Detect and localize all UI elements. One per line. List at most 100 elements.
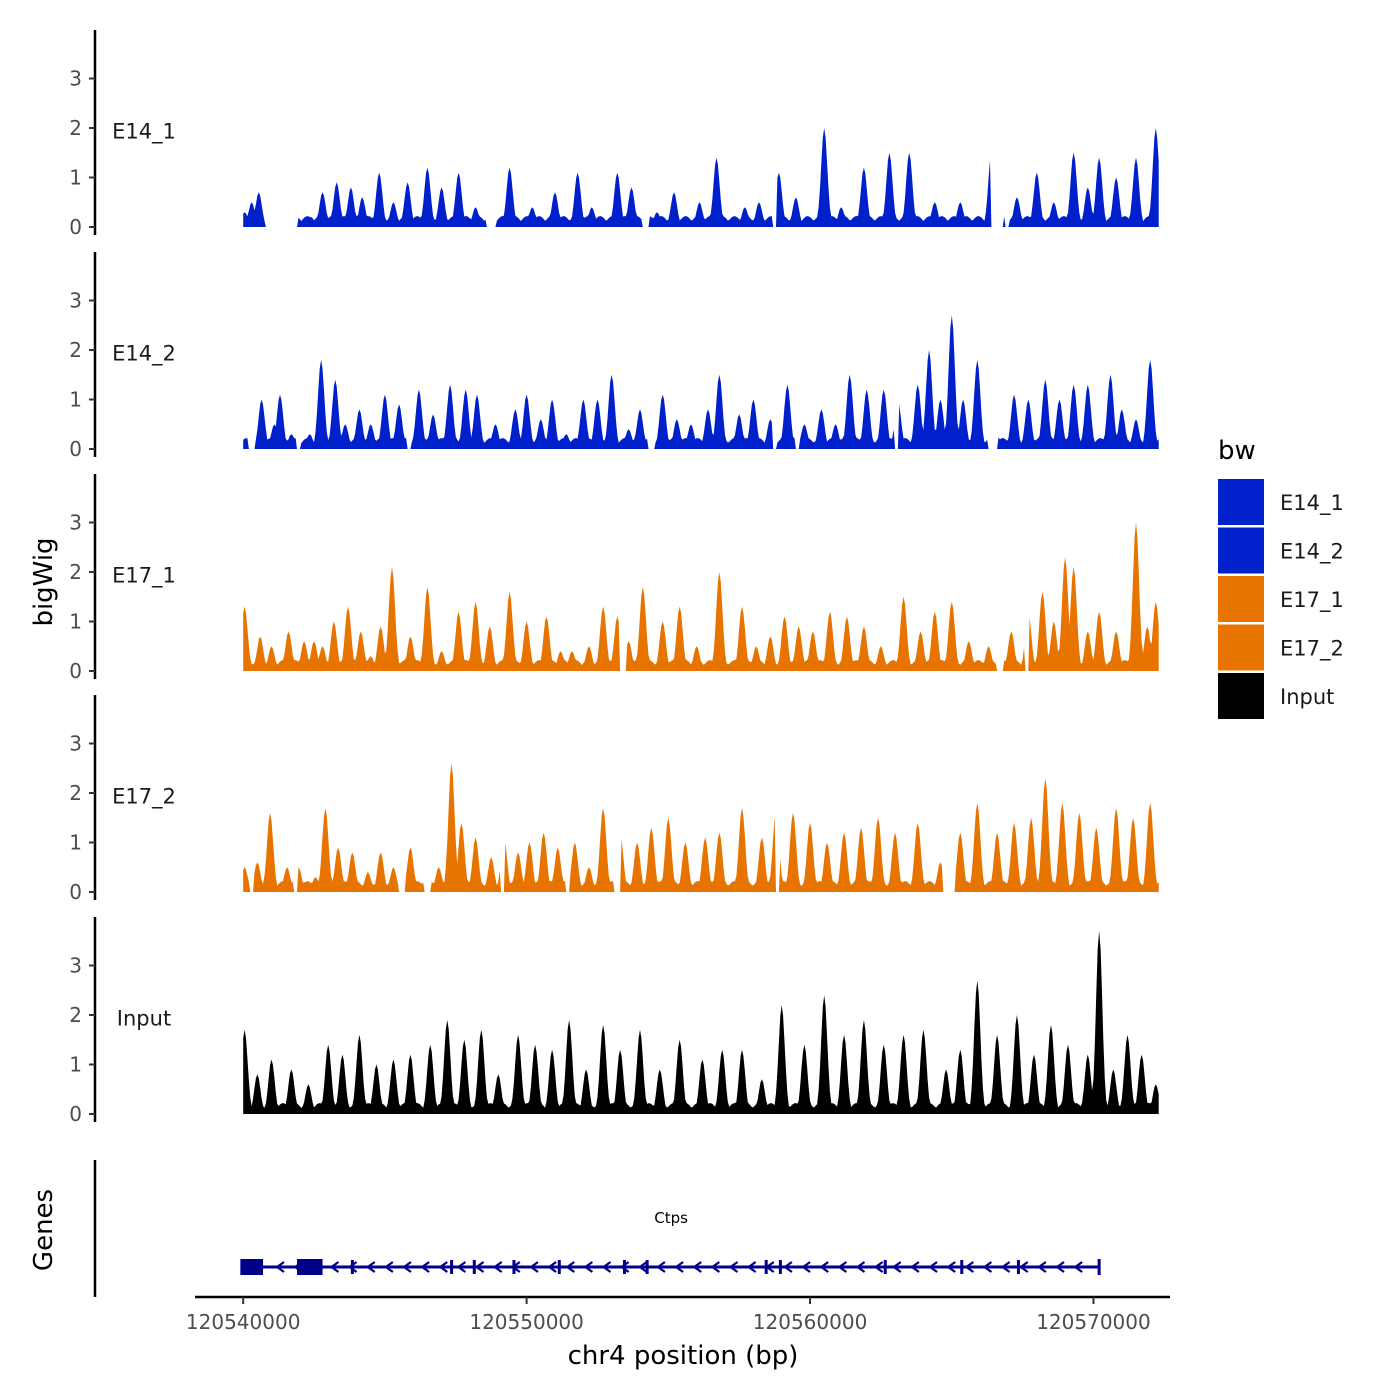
strand-arrow	[565, 1261, 575, 1273]
genes-axis-title: Genes	[29, 1189, 59, 1271]
gene-exon	[960, 1260, 964, 1274]
legend-swatch-Input	[1218, 673, 1264, 719]
y-tick-label: 2	[69, 781, 82, 805]
coverage-tracks: 0 1 2 3 E14_1 0 1 2 3 E14_2 0 1 2 3 E17_1 0 1 2 3 E17_2 0 1 2 3…	[69, 30, 1159, 1126]
strand-arrow	[801, 1261, 811, 1273]
strand-arrow	[1055, 1261, 1065, 1273]
gene-exon	[240, 1259, 264, 1275]
y-tick-label: 3	[69, 511, 82, 535]
y-tick-label: 0	[69, 437, 82, 461]
y-axis-title: bigWig	[29, 537, 59, 626]
y-tick-label: 3	[69, 954, 82, 978]
legend-label-E17_2: E17_2	[1280, 637, 1344, 662]
strand-arrow	[474, 1261, 485, 1273]
y-tick-label: 0	[69, 1102, 82, 1126]
x-axis: 120540000 120550000 120560000 120570000	[186, 1295, 1170, 1334]
strand-arrow	[637, 1261, 648, 1273]
coverage-area-E17_1	[243, 522, 1159, 671]
legend-swatch-E14_2	[1218, 527, 1264, 574]
y-tick-label: 3	[69, 732, 82, 756]
coverage-area-Input	[243, 930, 1159, 1114]
strand-arrow	[1000, 1261, 1011, 1273]
strand-arrow	[365, 1261, 376, 1273]
legend-label-E17_1: E17_1	[1280, 588, 1344, 613]
strand-arrow	[547, 1261, 557, 1273]
gene-exon	[557, 1260, 561, 1274]
legend-swatch-E17_2	[1218, 624, 1264, 671]
y-tick-label: 2	[69, 560, 82, 584]
y-tick-label: 1	[69, 610, 82, 634]
strand-arrow	[619, 1261, 630, 1273]
strand-arrow	[964, 1261, 974, 1273]
gene-exon	[450, 1260, 454, 1274]
gene-name-label: Ctps	[654, 1209, 688, 1227]
y-tick-label: 1	[69, 831, 82, 855]
coverage-area-E17_2	[243, 763, 1159, 892]
y-tick-label: 0	[69, 215, 82, 239]
y-tick-label: 1	[69, 166, 82, 190]
y-tick-label: 0	[69, 880, 82, 904]
legend-swatch-E17_1	[1218, 576, 1264, 622]
gene-exon	[622, 1260, 626, 1274]
x-tick-label: 120540000	[186, 1310, 301, 1334]
track-label-E17_1: E17_1	[112, 563, 176, 588]
strand-arrow	[928, 1261, 938, 1273]
gene-exon	[512, 1260, 516, 1274]
strand-arrow	[529, 1261, 539, 1273]
gene-exon	[472, 1260, 476, 1274]
gene-track: Ctps	[93, 1160, 1101, 1297]
track-label-Input: Input	[117, 1006, 171, 1030]
track-E17_2: 0 1 2 3 E17_2	[69, 695, 1159, 904]
strand-arrow	[438, 1261, 448, 1273]
track-label-E17_2: E17_2	[112, 784, 176, 809]
track-E14_1: 0 1 2 3 E14_1	[69, 30, 1159, 239]
gene-exon	[764, 1260, 768, 1274]
strand-arrow	[583, 1261, 594, 1273]
y-tick-label: 3	[69, 289, 82, 313]
legend: bw E14_1 E14_2 E17_1 E17_2 Input	[1218, 436, 1344, 719]
strand-arrow	[692, 1261, 702, 1273]
strand-arrow	[1036, 1261, 1047, 1273]
track-label-E14_1: E14_1	[112, 119, 176, 144]
gene-exon	[883, 1260, 887, 1274]
y-tick-label: 2	[69, 1003, 82, 1027]
track-E14_2: 0 1 2 3 E14_2	[69, 252, 1159, 461]
strand-arrow	[746, 1261, 757, 1273]
strand-arrow	[347, 1261, 358, 1273]
strand-arrow	[855, 1261, 866, 1273]
strand-arrow	[1018, 1261, 1029, 1273]
strand-arrow	[674, 1261, 684, 1273]
strand-arrow	[873, 1261, 884, 1273]
y-tick-label: 2	[69, 116, 82, 140]
strand-arrow	[329, 1261, 340, 1273]
strand-arrow	[837, 1261, 847, 1273]
coverage-area-E14_2	[243, 315, 1159, 449]
x-axis-title: chr4 position (bp)	[568, 1341, 799, 1371]
track-Input: 0 1 2 3 Input	[69, 917, 1159, 1126]
strand-arrow	[456, 1261, 467, 1273]
gene-exon	[350, 1260, 354, 1274]
y-tick-label: 0	[69, 659, 82, 683]
strand-arrow	[783, 1261, 793, 1273]
legend-swatch-E14_1	[1218, 479, 1264, 525]
gene-exon	[778, 1260, 782, 1274]
coverage-area-E14_1	[243, 128, 1159, 227]
strand-arrow	[910, 1261, 920, 1273]
legend-title: bw	[1218, 436, 1256, 466]
gene-exon	[645, 1260, 649, 1274]
strand-arrow	[946, 1261, 956, 1273]
x-tick-label: 120560000	[753, 1310, 868, 1334]
x-tick-label: 120550000	[469, 1310, 584, 1334]
strand-arrow	[982, 1261, 993, 1273]
strand-arrow	[819, 1261, 829, 1273]
strand-arrow	[492, 1261, 503, 1273]
y-tick-label: 1	[69, 1053, 82, 1077]
strand-arrow	[420, 1261, 430, 1273]
strand-arrow	[275, 1261, 285, 1273]
strand-arrow	[728, 1261, 739, 1273]
y-tick-label: 3	[69, 67, 82, 91]
x-tick-label: 120570000	[1036, 1310, 1151, 1334]
strand-arrow	[601, 1261, 612, 1273]
track-E17_1: 0 1 2 3 E17_1	[69, 474, 1159, 683]
